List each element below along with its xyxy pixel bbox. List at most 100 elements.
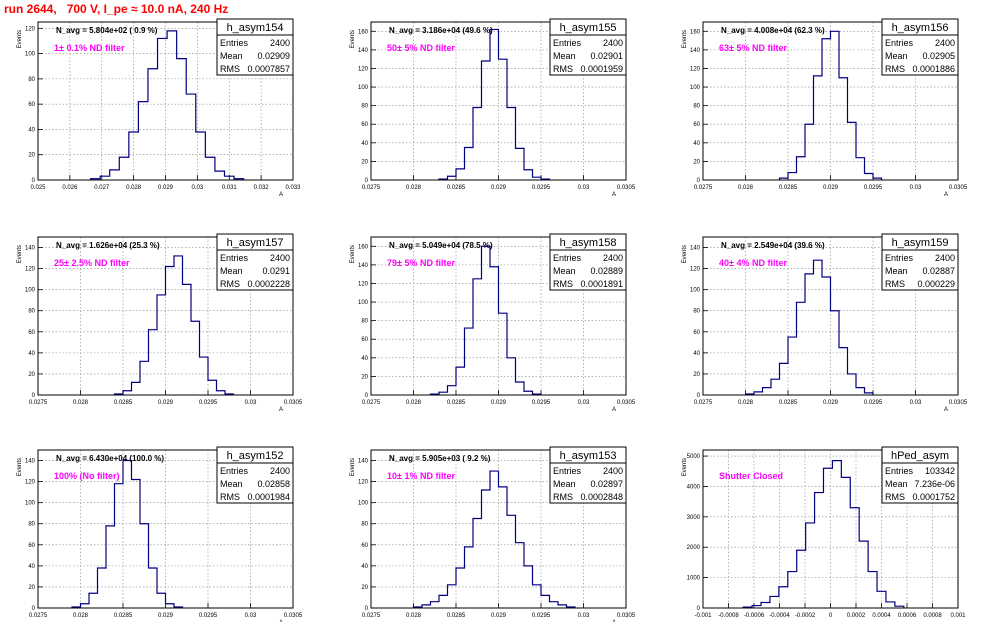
stats-key: Entries	[553, 38, 582, 48]
page-title: run 2644, 700 V, I_pe ≈ 10.0 nA, 240 Hz	[4, 2, 229, 16]
stats-value: 0.0001752	[912, 492, 955, 502]
stats-key: RMS	[885, 492, 905, 502]
stats-title: h_asym158	[560, 237, 617, 249]
x-tick-label: 0.029	[823, 185, 839, 191]
stats-key: Entries	[553, 466, 582, 476]
y-tick-label: 40	[693, 141, 700, 147]
y-tick-label: 80	[361, 522, 368, 528]
navg-label: N_avg = 1.626e+04 (25.3 %)	[56, 241, 160, 250]
navg-label: N_avg = 5.049e+04 (78.5 %)	[389, 241, 493, 250]
stats-value: 2400	[603, 466, 623, 476]
y-tick-label: 120	[358, 281, 369, 287]
stats-key: Entries	[885, 38, 914, 48]
y-tick-label: 40	[28, 564, 35, 570]
x-tick-label: -0.0004	[769, 613, 790, 619]
x-tick-label: 0.0006	[898, 613, 917, 619]
x-tick-label: 0.0295	[864, 400, 883, 406]
x-tick-label: 0.0275	[694, 185, 713, 191]
histogram-h_asym155: 0.0275 0.028 0.0285 0.029 0.0295 0.03 0.0305 0 2…	[350, 18, 636, 198]
histogram-h_asym159: 0.0275 0.028 0.0285 0.029 0.0295 0.03 0.0305 0 2…	[682, 233, 968, 413]
y-tick-label: 80	[28, 77, 35, 83]
y-axis-label: Events	[350, 245, 356, 263]
x-tick-label: 0.0295	[199, 400, 218, 406]
y-axis-label: Events	[682, 458, 688, 476]
x-tick-label: -0.0002	[795, 613, 816, 619]
y-tick-label: 80	[361, 104, 368, 110]
stats-key: Entries	[220, 466, 249, 476]
x-tick-label: 0.029	[158, 185, 174, 191]
navg-label: N_avg = 3.186e+04 (49.6 %)	[389, 26, 493, 35]
histogram-bars	[113, 255, 235, 395]
y-tick-label: 100	[25, 52, 36, 58]
stats-key: Entries	[885, 253, 914, 263]
y-tick-label: 140	[358, 459, 369, 465]
stats-title: h_asym159	[892, 237, 949, 249]
y-tick-label: 120	[25, 480, 36, 486]
y-tick-label: 0	[365, 393, 369, 399]
navg-label: N_avg = 5.905e+03 ( 9.2 %)	[389, 454, 491, 463]
histogram-h_asym154: 0.025 0.026 0.027 0.028 0.029 0.03 0.031 0.032 0…	[17, 18, 301, 198]
y-tick-label: 60	[361, 122, 368, 128]
stats-title: h_asym157	[227, 237, 284, 249]
x-axis-label: A	[612, 192, 616, 198]
y-tick-label: 5000	[687, 454, 701, 460]
x-tick-label: 0.029	[491, 613, 507, 619]
x-tick-label: 0.0285	[779, 185, 798, 191]
stats-box	[216, 446, 294, 504]
x-tick-label: 0.0305	[617, 400, 636, 406]
y-tick-label: 100	[690, 288, 701, 294]
x-tick-label: 0.0305	[949, 400, 968, 406]
x-tick-label: 0.0002	[847, 613, 866, 619]
stats-value: 2400	[270, 38, 290, 48]
y-tick-label: 160	[358, 29, 369, 35]
stats-box	[549, 233, 627, 291]
plot-frame	[370, 236, 627, 396]
y-tick-label: 40	[693, 351, 700, 357]
y-tick-label: 160	[690, 29, 701, 35]
y-axis-label: Events	[350, 458, 356, 476]
stats-value: 0.02901	[590, 51, 623, 61]
y-tick-label: 20	[28, 585, 35, 591]
y-tick-label: 100	[358, 501, 369, 507]
x-tick-label: 0.03	[910, 400, 922, 406]
histogram-h_asym157: 0.0275 0.028 0.0285 0.029 0.0295 0.03 0.0305 0 2…	[17, 233, 303, 413]
stats-value: 0.0001984	[247, 492, 290, 502]
y-tick-label: 40	[361, 564, 368, 570]
plot-frame	[370, 21, 627, 181]
x-tick-label: 0.0295	[199, 613, 218, 619]
x-tick-label: 0.025	[30, 185, 46, 191]
x-tick-label: 0.03	[578, 613, 590, 619]
x-tick-label: 0.0295	[864, 185, 883, 191]
histogram-bars	[89, 30, 245, 180]
stats-value: 2400	[603, 38, 623, 48]
x-tick-label: 0.029	[491, 185, 507, 191]
stats-box	[881, 233, 959, 291]
stats-value: 0.0001886	[912, 64, 955, 74]
x-tick-label: -0.0006	[744, 613, 765, 619]
y-tick-label: 80	[28, 522, 35, 528]
x-tick-label: 0.03	[578, 400, 590, 406]
y-tick-label: 60	[28, 330, 35, 336]
y-axis-label: Events	[682, 245, 688, 263]
stats-title: hPed_asym	[891, 450, 949, 462]
y-tick-label: 60	[693, 330, 700, 336]
filter-label: 40± 4% ND filter	[719, 258, 787, 268]
stats-value: 0.0001959	[580, 64, 623, 74]
stats-key: Mean	[885, 479, 908, 489]
stats-key: Entries	[220, 38, 249, 48]
y-tick-label: 0	[32, 178, 36, 184]
stats-value: 0.0002228	[247, 279, 290, 289]
y-tick-label: 1000	[687, 576, 701, 582]
stats-key: Entries	[220, 253, 249, 263]
histogram-hPed_asym: -0.001 -0.0008 -0.0006 -0.0004 -0.0002 0 0.000…	[682, 446, 966, 619]
x-tick-label: 0.0285	[447, 400, 466, 406]
x-tick-label: 0.028	[73, 613, 89, 619]
y-tick-label: 40	[361, 356, 368, 362]
navg-label: N_avg = 6.430e+04 (100.0 %)	[56, 454, 164, 463]
x-tick-label: 0.0275	[362, 400, 381, 406]
stats-value: 0.02889	[590, 266, 623, 276]
stats-value: 2400	[603, 253, 623, 263]
stats-value: 7.236e-06	[914, 479, 955, 489]
plot-frame	[370, 449, 627, 609]
stats-value: 0.000229	[917, 279, 955, 289]
